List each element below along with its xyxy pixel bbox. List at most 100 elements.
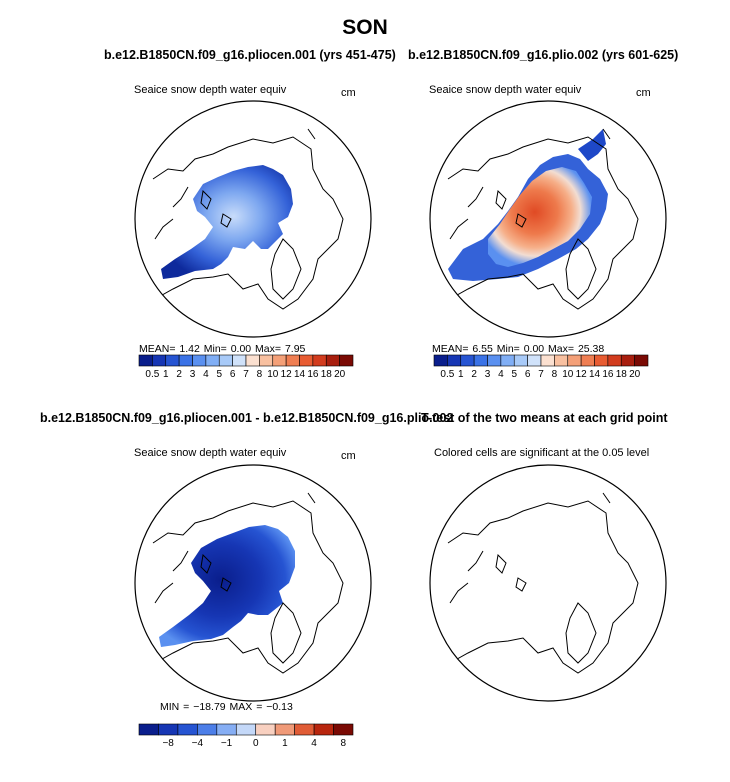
colorbar-swatch	[527, 354, 542, 367]
colorbar-label: 3	[190, 369, 196, 380]
colorbar-label: 12	[576, 369, 588, 380]
colorbar-swatch	[138, 723, 159, 736]
coastline	[152, 136, 344, 310]
colorbar-swatch	[205, 354, 220, 367]
colorbar-label: 4	[498, 369, 504, 380]
panel-4-polar-map	[429, 464, 667, 702]
colorbar-label: 5	[511, 369, 517, 380]
panel-1-colorbar: 0.5 1 2 3 4 5 6 7 8 10 12 14 16 18 20	[138, 354, 354, 380]
snow-field	[161, 165, 293, 279]
panel-3-stats: MIN = −18.79 MAX = −0.13	[160, 701, 293, 713]
colorbar-swatch	[339, 354, 354, 367]
colorbar-label: 10	[562, 369, 574, 380]
coastline	[447, 500, 639, 674]
colorbar-swatch	[567, 354, 582, 367]
colorbar-swatch	[500, 354, 515, 367]
colorbar-label: 6	[230, 369, 236, 380]
panel-2-title: b.e12.B1850CN.f09_g16.plio.002 (yrs 601-…	[408, 48, 679, 62]
colorbar-label: 8	[552, 369, 558, 380]
colorbar-label: 5	[216, 369, 222, 380]
colorbar-swatch	[634, 354, 649, 367]
colorbar-label: 14	[589, 369, 601, 380]
coastline-islands	[449, 128, 611, 240]
coastline-greenland	[270, 238, 302, 300]
colorbar-swatch	[232, 354, 247, 367]
colorbar-swatch	[594, 354, 609, 367]
colorbar-label: 0.5	[145, 369, 159, 380]
panel-1-subtitle: Seaice snow depth water equiv	[134, 84, 287, 96]
colorbar-label: 3	[485, 369, 491, 380]
colorbar-swatch	[313, 723, 334, 736]
colorbar-label: 1	[458, 369, 464, 380]
colorbar-label: 7	[538, 369, 544, 380]
coastline-greenland	[270, 602, 302, 664]
colorbar-label: 2	[176, 369, 182, 380]
colorbar-label: 20	[629, 369, 641, 380]
colorbar-swatch	[333, 723, 354, 736]
colorbar-swatch	[554, 354, 569, 367]
colorbar-label: −8	[162, 738, 174, 749]
colorbar-swatch	[620, 354, 635, 367]
panel-3-unit: cm	[341, 450, 356, 462]
panel-3-subtitle: Seaice snow depth water equiv	[134, 447, 287, 459]
colorbar-swatch	[165, 354, 180, 367]
colorbar-swatch	[299, 354, 314, 367]
colorbar-swatch	[607, 354, 622, 367]
coastline-islands	[154, 128, 316, 240]
colorbar-label: 7	[243, 369, 249, 380]
colorbar-swatch	[218, 354, 233, 367]
panel-2-polar-map	[429, 100, 667, 338]
colorbar-swatch	[294, 723, 315, 736]
colorbar-swatch	[274, 723, 295, 736]
coastline	[152, 500, 344, 674]
colorbar-label: 10	[267, 369, 279, 380]
colorbar-swatch	[473, 354, 488, 367]
ice-patch-east	[578, 129, 606, 161]
colorbar-swatch	[255, 723, 276, 736]
colorbar-label: 2	[471, 369, 477, 380]
coastline-islands	[449, 492, 611, 604]
colorbar-swatch	[177, 723, 198, 736]
panel-2-unit: cm	[636, 87, 651, 99]
colorbar-label: 14	[294, 369, 306, 380]
colorbar-label: 4	[203, 369, 209, 380]
coastline-islands	[154, 492, 316, 604]
panel-3-title: b.e12.B1850CN.f09_g16.pliocen.001 - b.e1…	[40, 411, 454, 425]
colorbar-swatch	[447, 354, 462, 367]
colorbar-swatch	[259, 354, 274, 367]
difference-field	[159, 525, 295, 647]
colorbar-label: 0	[253, 738, 259, 749]
panel-2-stats: MEAN= 6.55 Min= 0.00 Max= 25.38	[432, 343, 605, 355]
colorbar-swatch	[540, 354, 555, 367]
panel-1-title: b.e12.B1850CN.f09_g16.pliocen.001 (yrs 4…	[104, 48, 396, 62]
panel-4-subtitle: Colored cells are significant at the 0.0…	[434, 447, 650, 459]
colorbar-label: −1	[221, 738, 233, 749]
panel-3-colorbar: −8 −4 −1 0 1 4 8	[138, 723, 354, 749]
colorbar-swatch	[433, 354, 448, 367]
colorbar-swatch	[197, 723, 218, 736]
colorbar-swatch	[245, 354, 260, 367]
colorbar-swatch	[460, 354, 475, 367]
colorbar-swatch	[580, 354, 595, 367]
panel-1-unit: cm	[341, 87, 356, 99]
coastline	[447, 136, 639, 310]
colorbar-label: −4	[192, 738, 204, 749]
colorbar-swatch	[325, 354, 340, 367]
colorbar-swatch	[312, 354, 327, 367]
colorbar-swatch	[272, 354, 287, 367]
colorbar-swatch	[235, 723, 257, 736]
figure-title: SON	[342, 16, 388, 39]
colorbar-label: 8	[257, 369, 263, 380]
colorbar-label: 20	[334, 369, 346, 380]
panel-4-title: T-test of the two means at each grid poi…	[421, 411, 668, 425]
colorbar-swatch	[138, 354, 153, 367]
coastline-greenland	[565, 238, 597, 300]
colorbar-swatch	[487, 354, 502, 367]
colorbar-swatch	[158, 723, 179, 736]
colorbar-label: 1	[282, 738, 288, 749]
colorbar-swatch	[192, 354, 207, 367]
colorbar-label: 12	[281, 369, 293, 380]
coastline-greenland	[565, 602, 597, 664]
colorbar-label: 4	[311, 738, 317, 749]
colorbar-swatch	[216, 723, 237, 736]
